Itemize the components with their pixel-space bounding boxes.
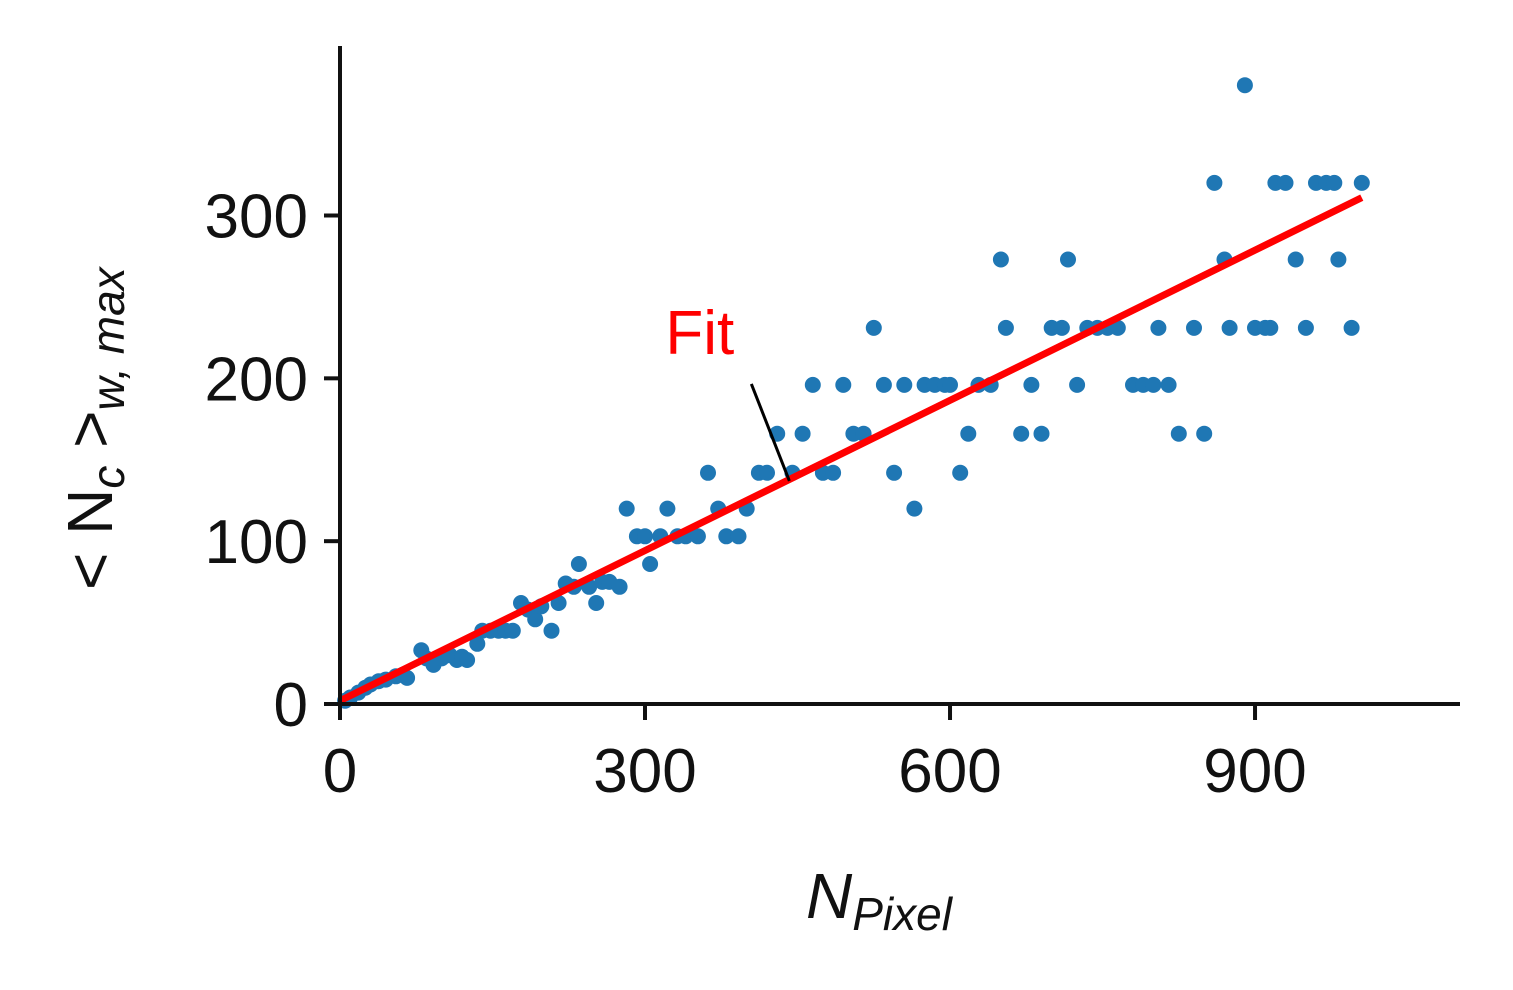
scatter-point: [896, 376, 913, 393]
scatter-point: [886, 464, 903, 481]
scatter-point: [1262, 319, 1279, 336]
scatter-point: [588, 595, 605, 611]
scatter-point: [527, 611, 544, 628]
scatter-point: [1353, 174, 1370, 191]
scatter-point: [1206, 174, 1223, 191]
scatter-point: [1287, 251, 1304, 268]
scatter-point: [1109, 319, 1126, 336]
scatter-point: [794, 425, 811, 442]
scatter-point: [875, 376, 892, 393]
scatter-point: [504, 622, 521, 639]
y-axis-title-subscript: w, max: [82, 265, 134, 410]
scatter-point: [1221, 319, 1238, 336]
x-tick-label: 0: [323, 737, 357, 806]
scatter-point: [637, 528, 653, 545]
scatter-point: [1033, 425, 1050, 442]
fit-annotation: Fit: [665, 299, 791, 482]
x-axis-title-subscript: Pixel: [852, 888, 953, 940]
annotation-arrow: [749, 383, 791, 482]
scatter-point: [865, 319, 882, 336]
scatter-point: [952, 464, 969, 481]
scatter-point: [700, 464, 716, 481]
x-axis-ticks: 0 300 600 900: [323, 704, 1307, 806]
scatter-point: [1343, 319, 1360, 336]
y-axis-title: < Nc >w, max: [54, 265, 134, 590]
scatter-point: [611, 578, 628, 595]
scatter-point: [659, 500, 676, 517]
y-tick-label: 100: [205, 508, 308, 577]
y-axis-ticks: 0 100 200 300: [205, 183, 340, 740]
x-tick-label: 300: [593, 737, 696, 806]
scatter-point: [1170, 425, 1187, 442]
scatter-point: [689, 528, 706, 545]
x-tick-label: 600: [898, 737, 1001, 806]
scatter-point: [1150, 319, 1167, 336]
scatter-point: [1330, 251, 1347, 268]
scatter-point: [835, 376, 852, 393]
scatter-point: [1060, 251, 1076, 268]
scatter-point: [1277, 174, 1294, 191]
x-tick-label: 900: [1203, 737, 1306, 806]
scatter-point: [825, 464, 842, 481]
scatter-point: [618, 500, 635, 517]
scatter-point: [399, 669, 416, 686]
scatter-point: [1160, 376, 1177, 393]
scatter-point: [960, 425, 977, 442]
scatter-point: [1023, 376, 1040, 393]
scatter-point: [992, 251, 1009, 268]
scatter-point: [804, 376, 821, 393]
scatter-point: [1297, 319, 1314, 336]
scatter-point: [543, 622, 560, 639]
scatter-point: [906, 500, 923, 517]
scatter-point: [997, 319, 1014, 336]
y-axis-title-suffix: >: [54, 410, 126, 465]
scatter-point: [1186, 319, 1202, 336]
scatter-point: [759, 464, 775, 481]
scatter-point: [469, 635, 486, 652]
scatter-point: [550, 595, 567, 611]
scatter-point: [1145, 376, 1162, 393]
fit-line: [338, 194, 1364, 704]
scatter-point: [718, 528, 735, 545]
fit-line-group: [338, 194, 1364, 704]
y-axis-title-sub-c: c: [82, 466, 134, 489]
scatter-point: [1236, 77, 1253, 94]
scatter-point: [570, 556, 587, 572]
annotation-label: Fit: [665, 299, 734, 368]
scatter-point: [1053, 319, 1070, 336]
scatter-point: [1196, 425, 1213, 442]
y-axis-title-prefix: < N: [54, 489, 126, 590]
scatter-point: [1326, 174, 1343, 191]
scatter-point: [730, 528, 747, 545]
scatter-point: [642, 556, 659, 572]
scatter-point: [459, 652, 476, 668]
y-tick-label: 200: [205, 345, 308, 414]
scatter-point: [942, 376, 958, 393]
scatter-point: [1013, 425, 1030, 442]
scatter-points: [337, 77, 1370, 709]
x-axis-title-main: N: [806, 860, 853, 932]
x-axis-title: NPixel: [806, 860, 954, 940]
y-tick-label: 0: [274, 671, 308, 740]
y-tick-label: 300: [205, 183, 308, 252]
scatter-point: [1069, 376, 1086, 393]
